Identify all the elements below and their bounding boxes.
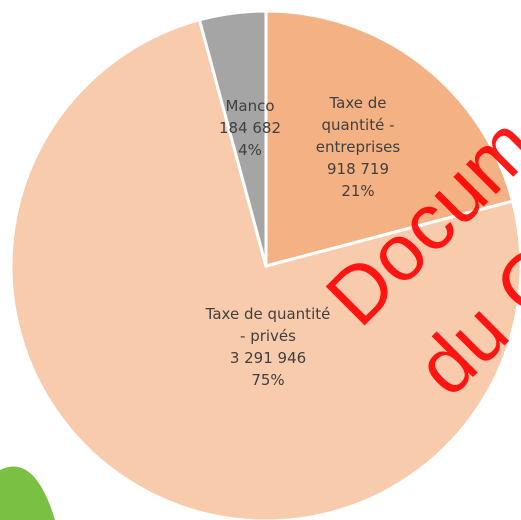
value-label: 184 682	[218, 119, 282, 137]
data-label-block: Manco 184 682 4%	[205, 95, 295, 161]
pie-slice	[197, 9, 268, 267]
pie-slice	[9, 17, 521, 520]
data-label-block: Taxe de quantité - entreprises 918 719 21%	[300, 92, 416, 202]
percent-label: 75%	[251, 371, 285, 389]
pie-slice	[264, 9, 515, 268]
category-label: Taxe de quantité - privés	[205, 305, 331, 345]
category-label: Manco	[225, 97, 275, 115]
percent-label: 4%	[238, 141, 262, 159]
value-label: 3 291 946	[229, 349, 307, 367]
data-label: Taxe de quantité - privés 3 291 946 75%	[205, 303, 331, 391]
category-label: Taxe de quantité - entreprises	[315, 94, 401, 156]
data-label-block: Taxe de quantité - privés 3 291 946 75%	[205, 303, 331, 391]
value-label: 918 719	[326, 160, 390, 178]
data-label: Manco 184 682 4%	[205, 95, 295, 161]
decoration	[0, 466, 55, 520]
data-label: Taxe de quantité - entreprises 918 719 21%	[300, 92, 416, 202]
percent-label: 21%	[341, 182, 375, 200]
